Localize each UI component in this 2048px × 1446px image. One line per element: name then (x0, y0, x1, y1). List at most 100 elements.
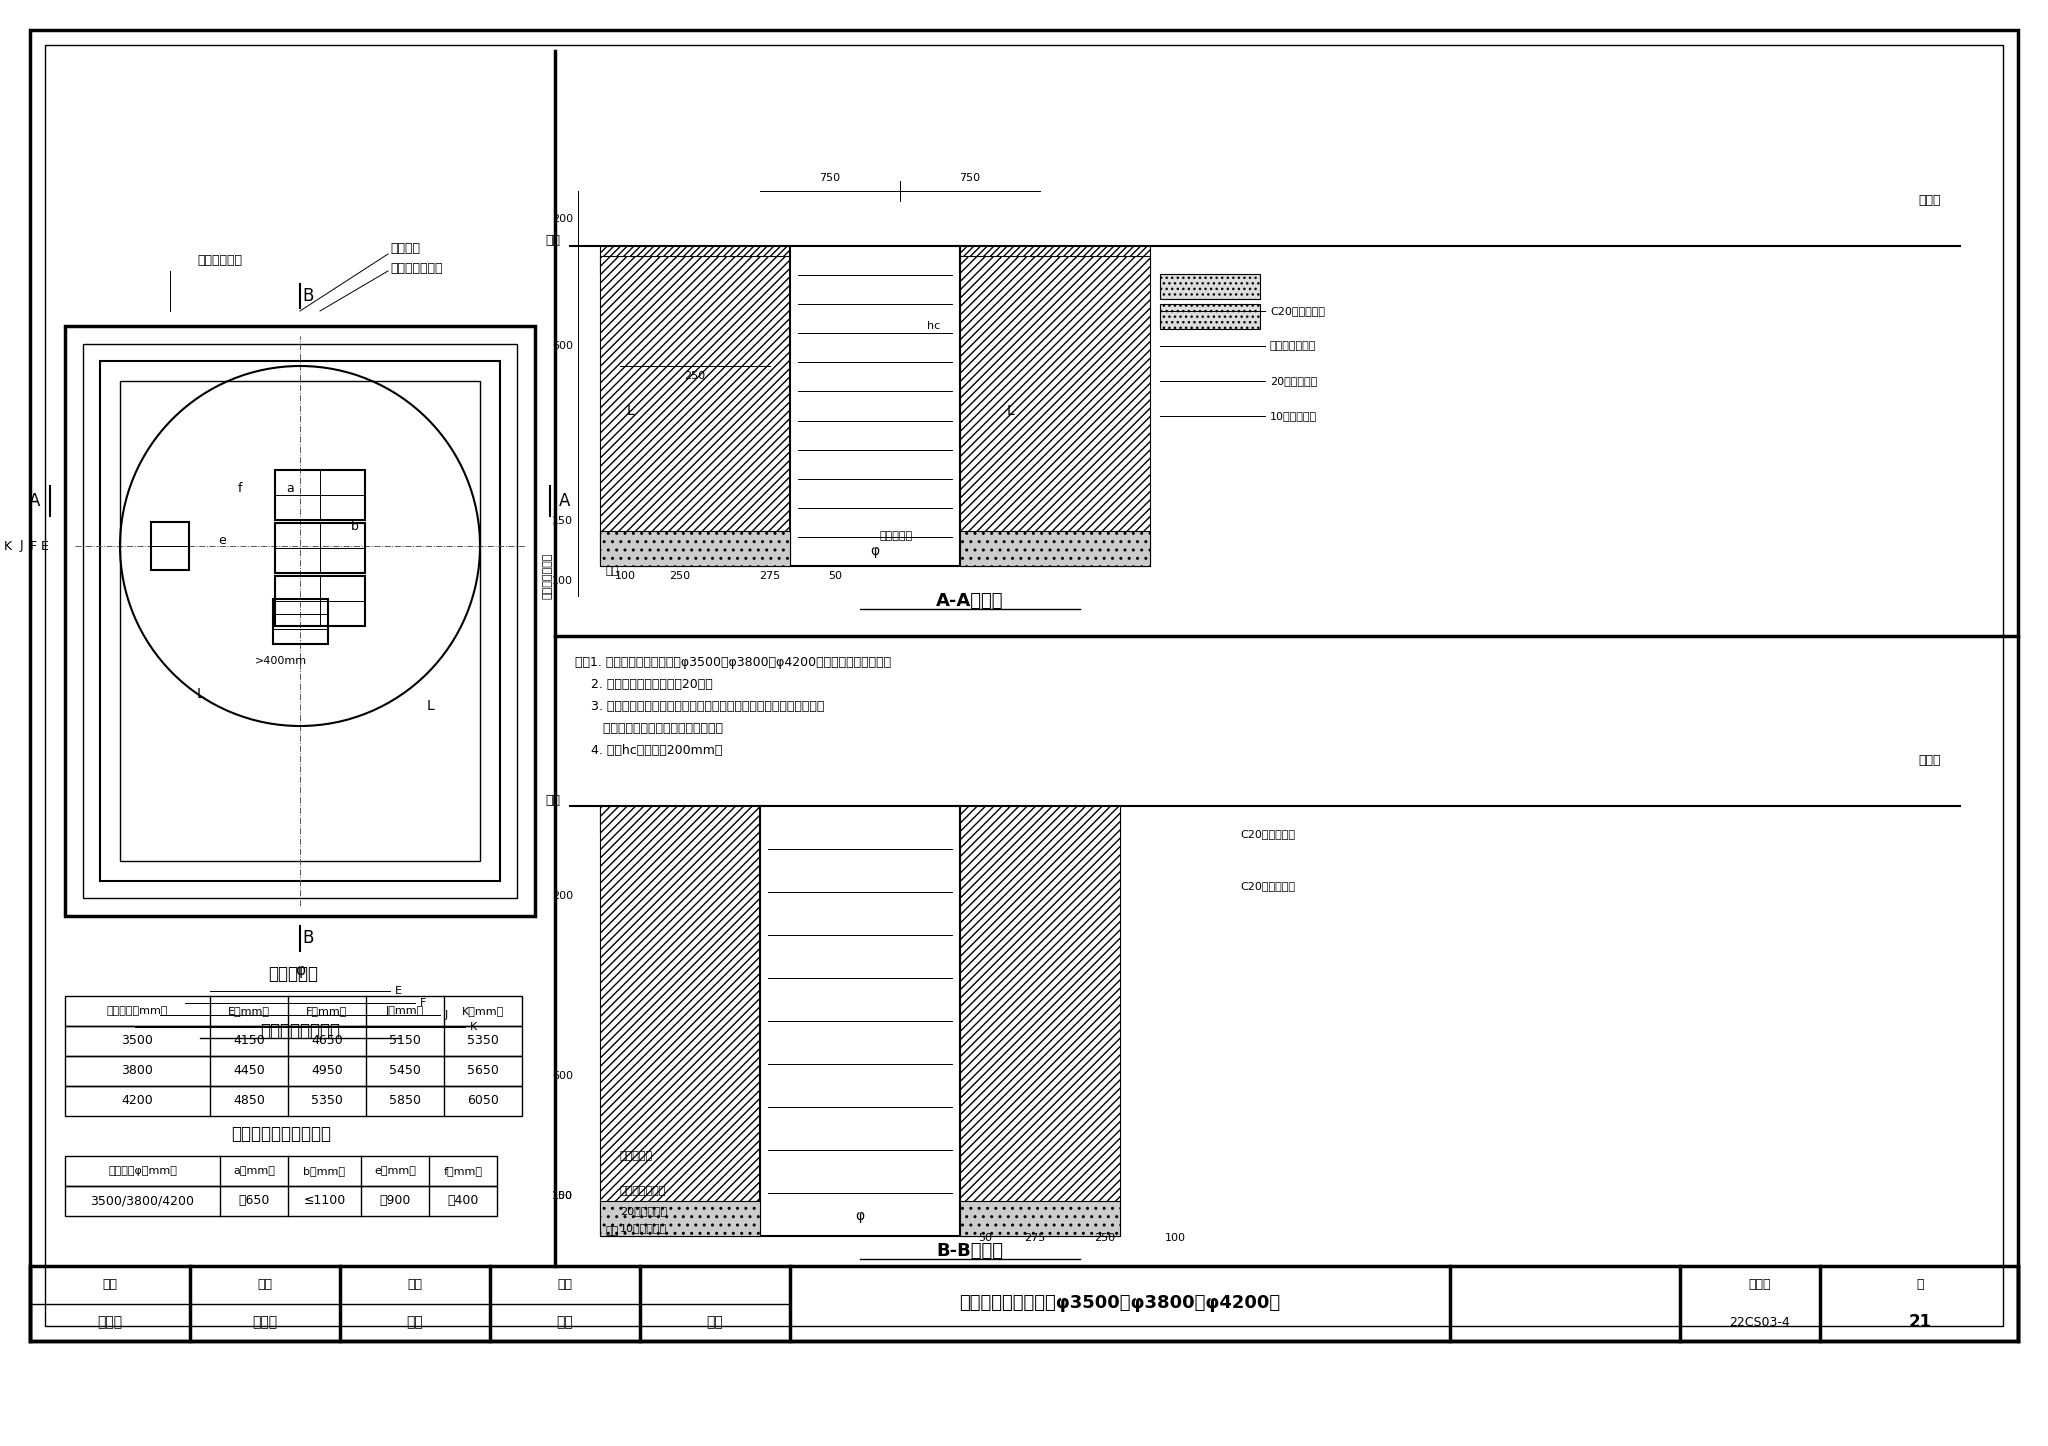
Text: 不锈钢爬梯: 不锈钢爬梯 (621, 1151, 653, 1161)
Text: 承压板安装示意图（φ3500、φ3800、φ4200）: 承压板安装示意图（φ3500、φ3800、φ4200） (958, 1294, 1280, 1313)
Text: 3500: 3500 (121, 1034, 154, 1047)
Text: 10厚沥青麻丝: 10厚沥青麻丝 (1270, 411, 1317, 421)
Text: 制图: 制图 (408, 1278, 422, 1291)
Text: 筒体: 筒体 (604, 1226, 618, 1236)
Text: 600: 600 (553, 1071, 573, 1082)
Bar (600, 1202, 760, 1236)
Text: 4950: 4950 (311, 1064, 342, 1077)
Text: 桂脉: 桂脉 (408, 1316, 424, 1329)
Text: L: L (426, 698, 434, 713)
Text: 3800: 3800 (121, 1064, 154, 1077)
Text: f（mm）: f（mm） (444, 1165, 483, 1176)
Text: 承压板: 承压板 (1919, 755, 1942, 768)
Bar (31, 1267, 2017, 1340)
Bar (66, 1086, 522, 1116)
Text: 6050: 6050 (467, 1095, 500, 1108)
Text: 王旭: 王旭 (557, 1316, 573, 1329)
Text: 3500/3800/4200: 3500/3800/4200 (90, 1194, 195, 1207)
Text: f: f (238, 482, 242, 495)
Text: 5650: 5650 (467, 1064, 500, 1077)
Bar (961, 805, 1120, 834)
Bar (791, 246, 961, 565)
Text: 4200: 4200 (121, 1095, 154, 1108)
Text: J: J (18, 539, 23, 552)
Text: 750: 750 (819, 174, 840, 184)
Text: 潜污泵吊装留孔: 潜污泵吊装留孔 (389, 262, 442, 275)
Text: 杜富强: 杜富强 (98, 1316, 123, 1329)
Text: 100: 100 (1165, 1233, 1186, 1244)
Text: 格栅吊装留孔: 格栅吊装留孔 (197, 254, 242, 268)
Text: φ: φ (856, 1209, 864, 1223)
Text: A: A (559, 492, 571, 510)
Bar (961, 531, 1151, 565)
Text: E（mm）: E（mm） (227, 1006, 270, 1017)
Text: 筒体直径（mm）: 筒体直径（mm） (106, 1006, 168, 1017)
Text: L: L (1006, 403, 1014, 418)
Text: ＜650: ＜650 (238, 1194, 270, 1207)
Text: 100: 100 (553, 1192, 573, 1202)
Text: 4450: 4450 (233, 1064, 264, 1077)
Text: 筒体: 筒体 (604, 565, 618, 576)
Bar (600, 805, 760, 1236)
Bar (961, 1202, 1120, 1236)
Text: 李健明: 李健明 (252, 1316, 279, 1329)
Text: 4150: 4150 (233, 1034, 264, 1047)
Text: 21: 21 (1909, 1313, 1931, 1332)
Text: C20混凝土封堵: C20混凝土封堵 (1239, 829, 1294, 839)
Text: 250: 250 (670, 571, 690, 581)
Text: 20厚塑料挡圈: 20厚塑料挡圈 (1270, 376, 1317, 386)
Text: F（mm）: F（mm） (307, 1006, 348, 1017)
Text: 50: 50 (979, 1233, 991, 1244)
Text: 设计: 设计 (557, 1278, 573, 1291)
Text: 筒体直径φ（mm）: 筒体直径φ（mm） (109, 1165, 176, 1176)
Text: 250: 250 (684, 372, 707, 380)
Bar (66, 996, 522, 1027)
Text: 250: 250 (1094, 1233, 1116, 1244)
Bar (66, 1027, 522, 1056)
Text: 5850: 5850 (389, 1095, 422, 1108)
Text: C20混凝土垫层: C20混凝土垫层 (1239, 881, 1294, 891)
Text: 4850: 4850 (233, 1095, 264, 1108)
Text: 筒体顶部结构平面: 筒体顶部结构平面 (260, 1022, 340, 1040)
Bar (152, 522, 188, 570)
Text: 5450: 5450 (389, 1064, 422, 1077)
Text: 图集号: 图集号 (1749, 1278, 1772, 1291)
Text: b（mm）: b（mm） (303, 1165, 346, 1176)
Text: L: L (627, 403, 635, 418)
Text: 碎石或卵石垫层: 碎石或卵石垫层 (621, 1186, 666, 1196)
Bar (600, 531, 791, 565)
Bar (961, 805, 1120, 1236)
Text: 筒体内壁轮廓线: 筒体内壁轮廓线 (543, 552, 553, 599)
Text: 100: 100 (553, 576, 573, 586)
Text: L: L (197, 687, 205, 701)
Text: 50: 50 (827, 571, 842, 581)
Text: >400mm: >400mm (256, 656, 307, 667)
Text: 4650: 4650 (311, 1034, 342, 1047)
Bar (961, 246, 1151, 273)
Text: A-A剖面图: A-A剖面图 (936, 591, 1004, 610)
Text: 王旭: 王旭 (707, 1316, 723, 1329)
Text: 承压板开孔尺寸参考表: 承压板开孔尺寸参考表 (231, 1125, 332, 1142)
Text: e（mm）: e（mm） (375, 1165, 416, 1176)
Text: 2. 承压板做法见本图集第20页。: 2. 承压板做法见本图集第20页。 (575, 678, 713, 691)
Bar (121, 380, 479, 860)
Text: a: a (287, 482, 293, 495)
Bar (66, 1186, 498, 1216)
Text: 5350: 5350 (467, 1034, 500, 1047)
Text: 750: 750 (958, 174, 981, 184)
Text: K: K (469, 1022, 477, 1032)
Text: B: B (303, 286, 313, 305)
Text: 100: 100 (614, 571, 635, 581)
Text: F: F (420, 998, 426, 1008)
Bar (1159, 273, 1260, 299)
Text: 定在承压板上，盖板应有上锁装置。: 定在承压板上，盖板应有上锁装置。 (575, 722, 723, 735)
Text: J（mm）: J（mm） (385, 1006, 424, 1017)
Bar (274, 470, 365, 521)
Text: J: J (444, 1009, 449, 1019)
Text: 275: 275 (760, 571, 780, 581)
Text: 4. 图中hc不应小于200mm。: 4. 图中hc不应小于200mm。 (575, 745, 723, 758)
Text: 275: 275 (1024, 1233, 1047, 1244)
Text: 承压板: 承压板 (1919, 195, 1942, 207)
Bar (66, 1056, 522, 1086)
Text: F: F (29, 539, 37, 552)
